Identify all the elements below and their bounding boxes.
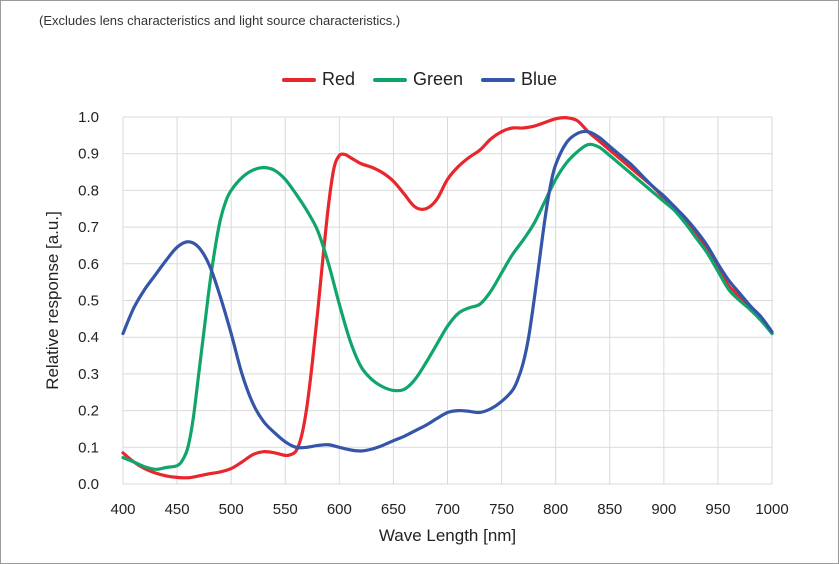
legend-label-green: Green: [412, 69, 464, 89]
y-tick-label: 0.5: [78, 293, 99, 310]
y-tick-label: 0.1: [78, 439, 99, 456]
x-tick-label: 650: [381, 501, 406, 518]
legend-entry-green: Green: [372, 69, 464, 90]
chart-legend: Red Green Blue: [1, 69, 838, 90]
y-tick-label: 1.0: [78, 109, 99, 126]
y-tick-labels: 0.0 0.1 0.2 0.3 0.4 0.5 0.6 0.7 0.8 0.9 1.0: [78, 109, 99, 493]
legend-label-blue: Blue: [521, 69, 558, 89]
y-tick-label: 0.2: [78, 403, 99, 420]
x-axis-title: Wave Length [nm]: [379, 526, 516, 545]
y-tick-label: 0.3: [78, 366, 99, 383]
x-tick-label: 900: [651, 501, 676, 518]
series-line-green: [121, 142, 774, 471]
x-tick-label: 600: [327, 501, 352, 518]
x-tick-label: 950: [705, 501, 730, 518]
series-layer: [121, 116, 774, 480]
y-tick-label: 0.0: [78, 476, 99, 493]
x-tick-label: 400: [110, 501, 135, 518]
x-tick-label: 1000: [755, 501, 788, 518]
y-tick-label: 0.7: [78, 219, 99, 236]
x-tick-label: 750: [489, 501, 514, 518]
legend-swatch-blue: [481, 77, 516, 82]
x-tick-label: 500: [219, 501, 244, 518]
y-axis-title: Relative response [a.u.]: [43, 211, 62, 390]
legend-label-red: Red: [321, 69, 355, 89]
legend-entry-blue: Blue: [481, 69, 557, 90]
x-tick-label: 800: [543, 501, 568, 518]
x-tick-label: 550: [273, 501, 298, 518]
series-line-blue: [121, 129, 774, 453]
y-tick-label: 0.4: [78, 329, 99, 346]
x-tick-label: 450: [165, 501, 190, 518]
chart-note: (Excludes lens characteristics and light…: [39, 13, 401, 28]
y-tick-label: 0.6: [78, 256, 99, 273]
y-tick-label: 0.9: [78, 146, 99, 163]
x-tick-label: 700: [435, 501, 460, 518]
grid-layer: [122, 116, 773, 485]
legend-swatch-green: [372, 77, 407, 82]
legend-entry-red: Red: [281, 69, 355, 90]
x-tick-label: 850: [597, 501, 622, 518]
legend-swatch-red: [281, 77, 316, 82]
y-tick-label: 0.8: [78, 182, 99, 199]
x-tick-labels: 400 450 500 550 600 650 700 750 800 850 900 950 1000: [110, 501, 788, 518]
